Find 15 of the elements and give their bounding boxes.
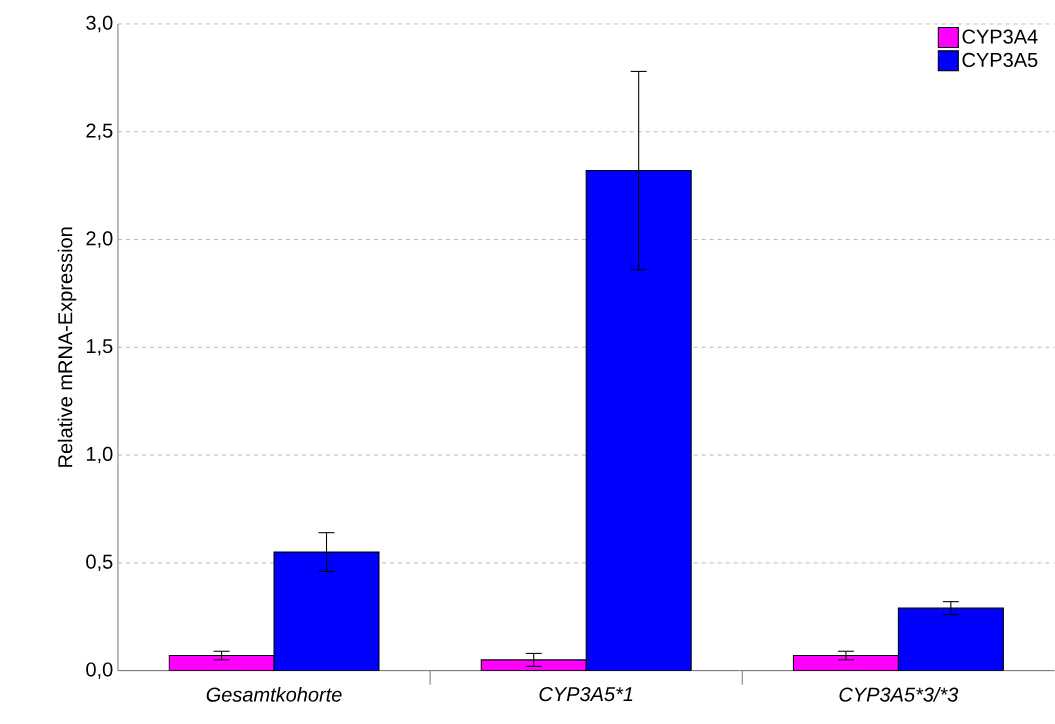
y-axis-title: Relative mRNA-Expression <box>57 227 77 467</box>
legend-label: CYP3A4 <box>962 29 1038 44</box>
y-tick-label: 3,0 <box>86 15 113 33</box>
bar <box>792 655 899 671</box>
legend-label: CYP3A5 <box>962 53 1038 68</box>
x-tick-label: CYP3A5*3/*3 <box>839 687 959 702</box>
x-tick-label: Gesamtkohorte <box>206 687 342 702</box>
bar <box>168 655 275 671</box>
y-tick-label: 2,5 <box>86 123 113 141</box>
y-tick-label: 2,0 <box>86 231 113 248</box>
y-tick-label: 0,0 <box>86 662 113 680</box>
y-tick-label: 1,0 <box>86 447 113 464</box>
x-tick-label: CYP3A5*1 <box>539 687 633 702</box>
y-tick-label: 0,5 <box>86 554 113 572</box>
y-tick-label: 1,5 <box>86 339 113 356</box>
